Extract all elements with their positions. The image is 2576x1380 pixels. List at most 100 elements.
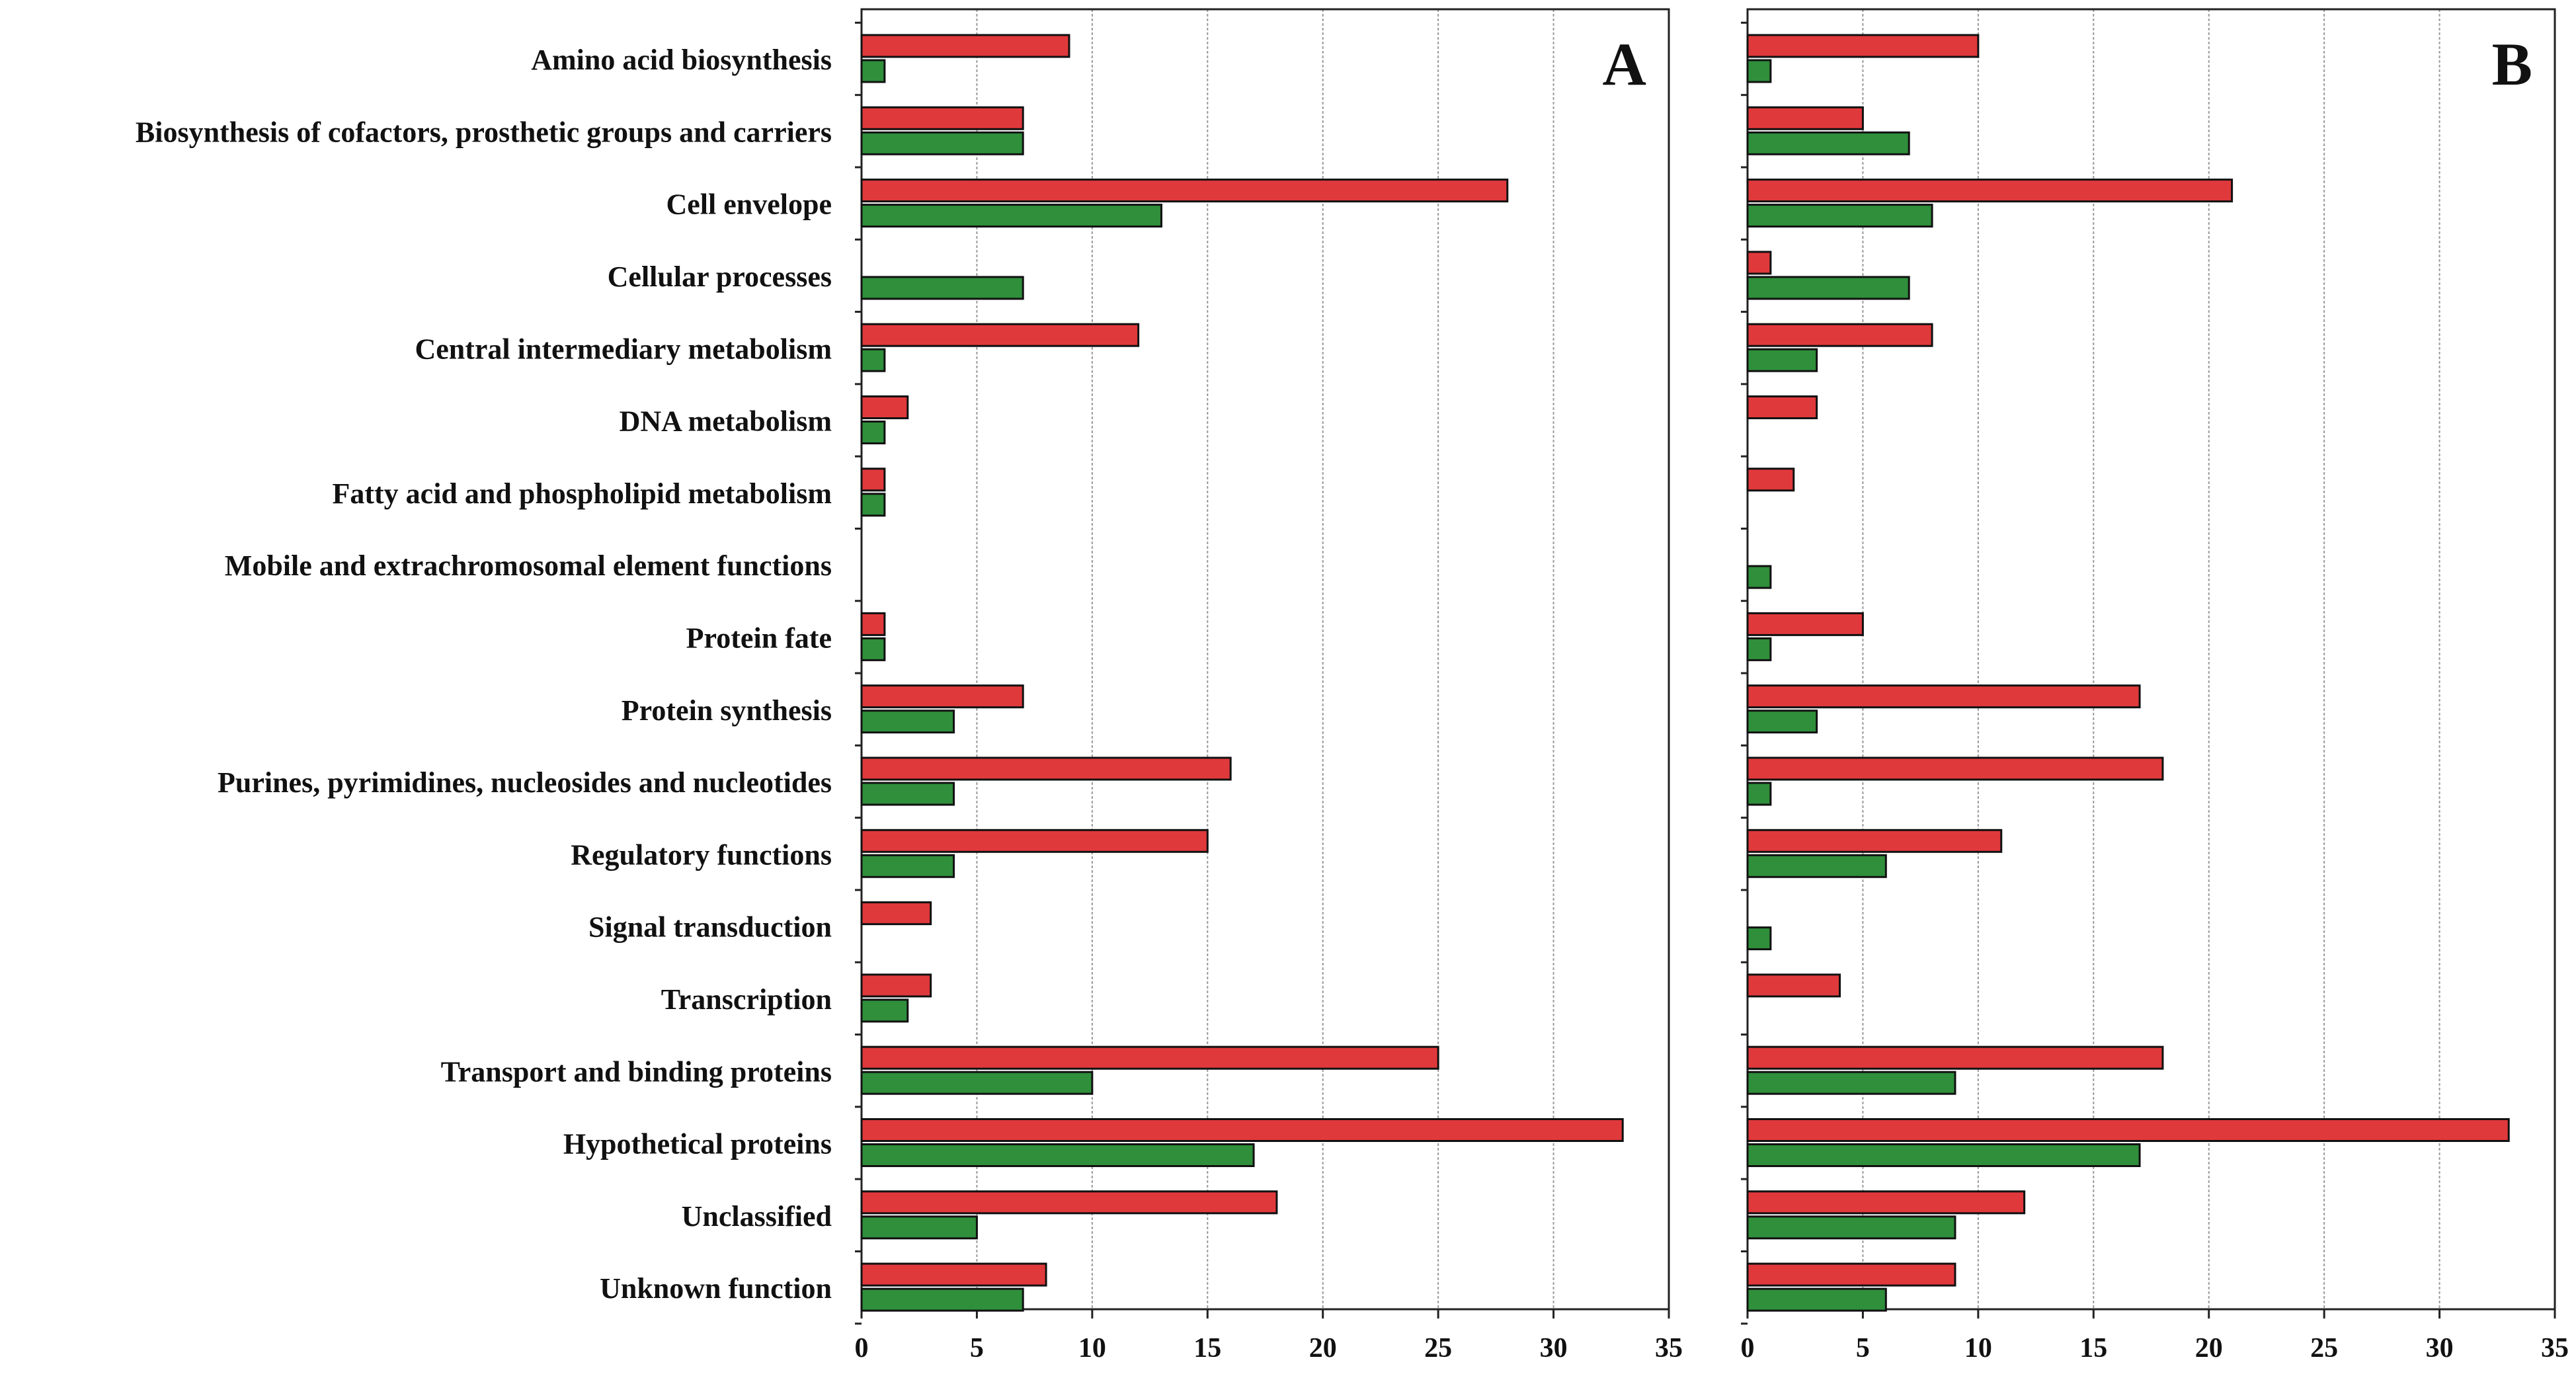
bar-red [860, 829, 1209, 853]
category-label: Unclassified [682, 1200, 832, 1233]
bar-green [1746, 131, 1910, 155]
bar-green [1746, 565, 1772, 589]
x-tick-label: 15 [2079, 1333, 2107, 1363]
bar-red [860, 612, 886, 636]
bar-red [860, 684, 1024, 709]
bar-red [1746, 34, 1980, 58]
bar-green [860, 493, 886, 517]
x-tick-label: 20 [2195, 1333, 2223, 1363]
bar-red [1746, 1190, 2026, 1215]
bar-red [860, 395, 909, 419]
panel-b: 0 5 10 15 20 25 30 35 B [1741, 8, 2569, 1363]
x-tick-label: 30 [2426, 1333, 2454, 1363]
bar-red [1746, 1118, 2510, 1142]
bar-green [1746, 1071, 1956, 1095]
category-label: Cell envelope [666, 188, 832, 221]
bar-green [1746, 710, 1818, 734]
category-label: Cellular processes [608, 261, 832, 293]
bar-red [1746, 106, 1864, 130]
bar-red [860, 34, 1070, 58]
category-label: Central intermediary metabolism [415, 333, 832, 365]
category-label: Signal transduction [588, 911, 832, 944]
bar-red [860, 106, 1024, 130]
category-label: DNA metabolism [620, 405, 832, 438]
bar-red [860, 973, 932, 998]
bar-green [860, 421, 886, 444]
bar-red [1746, 1262, 1956, 1287]
bar-green [1746, 348, 1818, 372]
bar-green [1746, 276, 1910, 300]
bar-green [1746, 59, 1772, 83]
bar-green [860, 782, 955, 806]
bar-red [1746, 829, 2003, 853]
bar-green [1746, 1215, 1956, 1240]
x-tick-label: 15 [1193, 1333, 1221, 1363]
bar-green [860, 1143, 1255, 1167]
category-label: Mobile and extrachromosomal element func… [225, 549, 832, 582]
bar-green [1746, 854, 1887, 878]
panel-a: 0 5 10 15 20 25 30 35 Amino acid biosynthesis Bio… [136, 8, 1683, 1363]
bar-red [1746, 1045, 2164, 1070]
bar-red [1746, 756, 2164, 781]
bar-red [860, 1118, 1624, 1142]
bar-green [860, 854, 955, 878]
x-tick-label: 10 [1964, 1333, 1992, 1363]
category-label: Protein fate [686, 622, 832, 654]
panel-letter: A [1603, 30, 1646, 98]
bar-green [1746, 1143, 2141, 1167]
bar-red [860, 756, 1232, 781]
bar-red [860, 1262, 1047, 1287]
bar-red [1746, 684, 2141, 709]
bar-green [860, 131, 1024, 155]
x-tick-label: 20 [1309, 1333, 1337, 1363]
category-label: Biosynthesis of cofactors, prosthetic gr… [136, 116, 832, 148]
category-label: Purines, pyrimidines, nucleosides and nu… [218, 766, 832, 799]
category-label: Protein synthesis [622, 694, 832, 727]
panel-letter: B [2492, 30, 2532, 98]
bar-green [860, 276, 1024, 300]
bar-red [860, 1190, 1278, 1215]
x-tick-label: 10 [1078, 1333, 1106, 1363]
category-label: Hypothetical proteins [563, 1128, 832, 1160]
category-label: Fatty acid and phospholipid metabolism [333, 477, 832, 510]
x-tick-label: 5 [970, 1333, 984, 1363]
bar-red [1746, 179, 2234, 203]
category-label: Transcription [661, 983, 832, 1016]
bar-green [860, 59, 886, 83]
x-tick-label: 30 [1540, 1333, 1568, 1363]
bar-green [860, 637, 886, 661]
category-label: Transport and binding proteins [441, 1055, 832, 1088]
x-tick-label: 35 [1655, 1333, 1683, 1363]
bar-red [1746, 323, 1933, 347]
bar-green [860, 1215, 978, 1240]
bar-green [860, 1071, 1094, 1095]
category-label: Regulatory functions [571, 838, 832, 871]
bar-green [860, 710, 955, 734]
category-label: Amino acid biosynthesis [531, 44, 832, 76]
x-tick-label: 0 [1741, 1333, 1755, 1363]
x-tick-label: 35 [2541, 1333, 2569, 1363]
bar-red [1746, 467, 1795, 492]
bar-red [1746, 612, 1864, 636]
category-label: Unknown function [600, 1272, 832, 1305]
bar-green [1746, 637, 1772, 661]
x-tick-label: 0 [855, 1333, 869, 1363]
bar-red [1746, 251, 1772, 275]
x-tick-label: 25 [1424, 1333, 1452, 1363]
bar-green [860, 348, 886, 372]
bar-green [1746, 1287, 1887, 1312]
bar-red [860, 179, 1509, 203]
bar-green [1746, 782, 1772, 806]
bar-green [860, 204, 1163, 228]
bar-red [860, 323, 1140, 347]
bar-red [1746, 395, 1818, 419]
bar-red [860, 467, 886, 492]
bar-red [860, 1045, 1439, 1070]
x-tick-label: 25 [2310, 1333, 2338, 1363]
bar-green [1746, 204, 1933, 228]
bar-red [1746, 973, 1841, 998]
x-tick-label: 5 [1856, 1333, 1870, 1363]
bar-green [860, 998, 909, 1023]
